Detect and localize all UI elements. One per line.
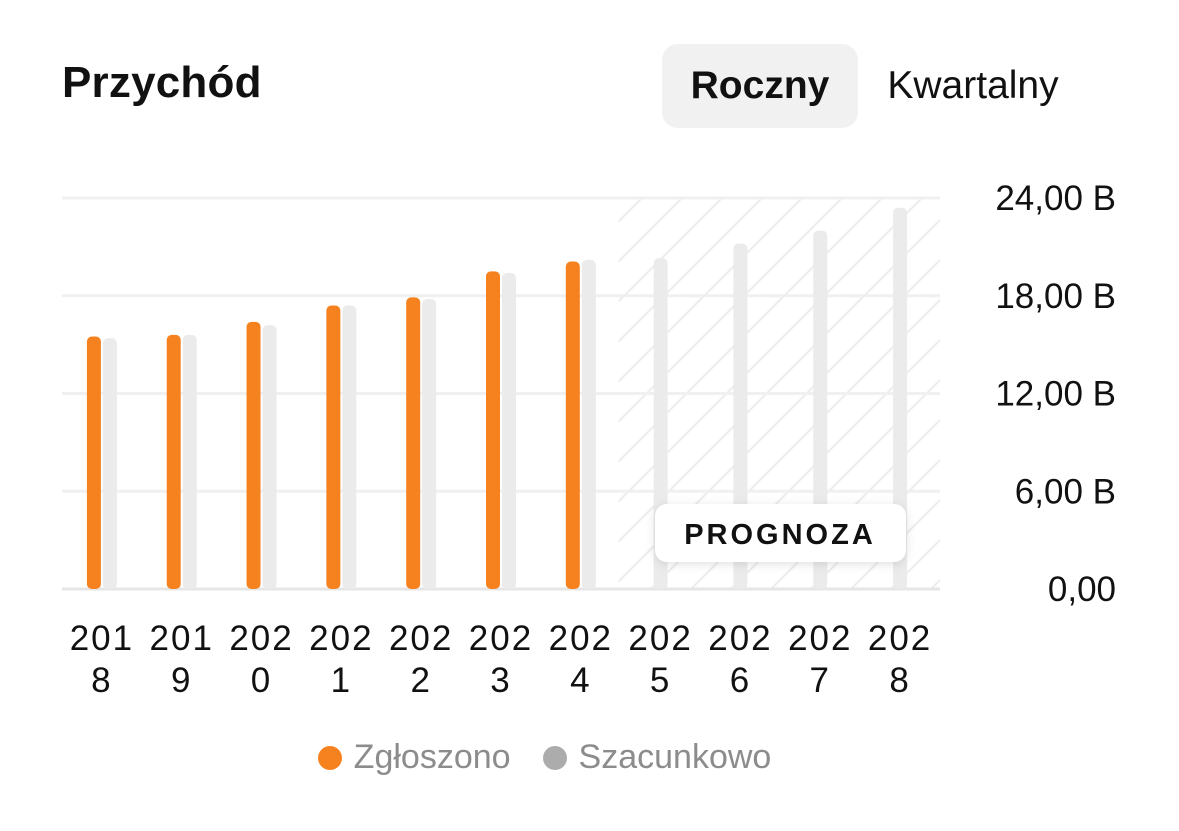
tab-yearly[interactable]: Roczny (662, 44, 858, 128)
bar-estimated (342, 305, 357, 589)
x-tick-label: 202 0 (229, 619, 293, 700)
bar-reported (326, 305, 341, 589)
y-tick-label: 0,00 (1048, 570, 1116, 609)
y-tick-label: 18,00 B (995, 277, 1116, 316)
x-tick-label: 202 5 (628, 619, 692, 700)
tab-quarterly[interactable]: Kwartalny (887, 64, 1059, 107)
legend-label-reported: Zgłoszono (353, 738, 511, 776)
y-tick-label: 6,00 B (1015, 472, 1116, 511)
legend-item-reported: Zgłoszono (317, 738, 511, 777)
bar-reported (246, 321, 261, 589)
bar-estimated (813, 230, 828, 590)
bar-reported (406, 297, 421, 589)
x-tick-label: 202 7 (788, 619, 852, 700)
legend-label-estimated: Szacunkowo (578, 738, 772, 776)
x-tick-label: 202 6 (708, 619, 772, 700)
x-tick-label: 201 9 (150, 619, 214, 700)
bar-estimated (733, 243, 748, 589)
y-tick-label: 24,00 B (995, 179, 1116, 218)
y-tick-label: 12,00 B (995, 375, 1116, 414)
legend-dot-reported (317, 745, 342, 770)
legend-dot-estimated (542, 745, 567, 770)
bar-reported (565, 261, 580, 589)
bar-estimated (102, 338, 117, 589)
x-tick-label: 201 8 (70, 619, 134, 700)
bar-estimated (581, 259, 596, 589)
bar-reported (486, 271, 500, 589)
bar-reported (166, 334, 181, 589)
page-title: Przychód (62, 58, 262, 107)
x-tick-label: 202 8 (868, 619, 932, 700)
forecast-label: PROGNOZA (684, 519, 876, 551)
x-tick-label: 202 3 (469, 619, 533, 700)
bar-reported (86, 336, 101, 589)
chart-legend: Zgłoszono Szacunkowo (0, 738, 1179, 777)
bar-estimated (893, 207, 908, 589)
x-tick-label: 202 4 (549, 619, 613, 700)
legend-item-estimated: Szacunkowo (542, 738, 772, 777)
x-tick-label: 202 1 (309, 619, 373, 700)
bar-estimated (182, 334, 197, 589)
bar-estimated (422, 299, 437, 589)
bar-estimated (262, 325, 277, 589)
forecast-badge (655, 504, 906, 562)
period-toggle: Roczny Kwartalny (662, 44, 1088, 128)
x-tick-label: 202 2 (389, 619, 453, 700)
bar-estimated (502, 272, 516, 589)
